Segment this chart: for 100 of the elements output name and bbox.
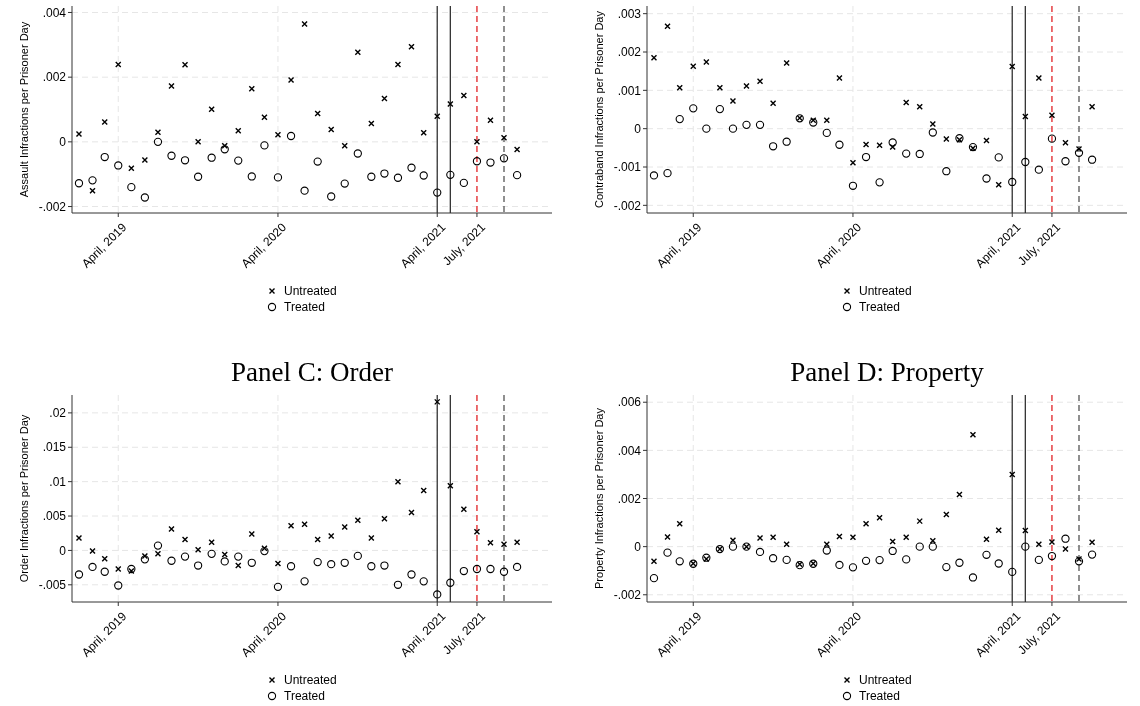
point [836, 74, 843, 82]
point [75, 534, 83, 542]
point [942, 562, 951, 572]
point [89, 187, 96, 194]
point [273, 582, 283, 592]
point [1061, 157, 1070, 166]
point [1034, 165, 1044, 174]
point [915, 542, 924, 551]
point [783, 59, 790, 67]
point [664, 533, 671, 541]
point [473, 528, 481, 536]
point [154, 128, 162, 136]
point [167, 151, 176, 160]
point [768, 142, 778, 151]
point [769, 534, 777, 541]
y-tick-label: -.002 [613, 587, 642, 602]
legend-label: Treated [859, 689, 900, 704]
point [822, 546, 831, 555]
y-tick-label: 0 [59, 135, 67, 150]
point [782, 137, 791, 146]
point [1035, 541, 1043, 548]
point [180, 552, 190, 561]
point [861, 556, 871, 565]
point [168, 525, 175, 533]
point [1008, 567, 1017, 577]
chart-title: Panel C: Order [231, 357, 393, 387]
point [663, 548, 672, 557]
point [260, 141, 269, 150]
point [354, 49, 362, 56]
point [1009, 471, 1016, 478]
point [513, 538, 521, 546]
point [1062, 545, 1069, 553]
point [100, 567, 109, 576]
point [447, 482, 454, 489]
point [968, 573, 978, 582]
point [460, 92, 468, 99]
point [915, 149, 924, 159]
point [300, 186, 309, 195]
point [862, 520, 870, 527]
legend-label: Untreated [284, 673, 337, 688]
y-tick-label: .001 [617, 83, 642, 98]
point [903, 99, 910, 106]
point [193, 172, 203, 181]
point [472, 157, 482, 166]
y-tick-label: 0 [59, 543, 67, 558]
point [101, 118, 108, 126]
point [393, 173, 403, 182]
point [875, 178, 884, 187]
point [434, 398, 441, 406]
point [487, 539, 494, 547]
point [649, 574, 659, 583]
y-tick-label: -.001 [613, 160, 642, 175]
point [154, 550, 162, 558]
y-tick-label: .002 [617, 491, 642, 506]
point [1048, 112, 1056, 119]
point [729, 97, 737, 105]
point [407, 570, 416, 579]
point [649, 171, 659, 180]
point [89, 547, 96, 555]
point [943, 511, 950, 518]
y-tick-label: -.005 [38, 578, 67, 593]
point [1088, 103, 1096, 111]
point [994, 559, 1003, 568]
point [875, 555, 884, 565]
point [194, 138, 202, 146]
point [664, 23, 671, 30]
point [300, 577, 309, 586]
y-tick-label: .015 [42, 440, 67, 455]
point [782, 555, 791, 565]
point [74, 179, 84, 188]
point [902, 555, 911, 564]
point [248, 530, 255, 538]
point [380, 169, 389, 178]
point [408, 509, 415, 516]
point [836, 533, 843, 540]
point [835, 560, 844, 570]
point [220, 145, 229, 154]
point [181, 61, 189, 69]
point [327, 560, 336, 569]
point [419, 577, 428, 586]
point [676, 84, 683, 91]
point [956, 491, 963, 498]
point [512, 171, 522, 180]
point [328, 532, 335, 540]
point [207, 549, 216, 559]
point [234, 156, 243, 165]
point [729, 536, 737, 544]
point [433, 188, 442, 197]
point [128, 165, 135, 172]
point [75, 130, 83, 138]
point [394, 478, 402, 485]
point [1087, 155, 1097, 164]
point [728, 124, 738, 133]
y-tick-label: -.002 [613, 198, 642, 213]
point [341, 523, 348, 531]
point [849, 159, 857, 166]
point [235, 127, 242, 135]
point [848, 563, 858, 572]
point [676, 520, 683, 527]
point [368, 120, 375, 127]
